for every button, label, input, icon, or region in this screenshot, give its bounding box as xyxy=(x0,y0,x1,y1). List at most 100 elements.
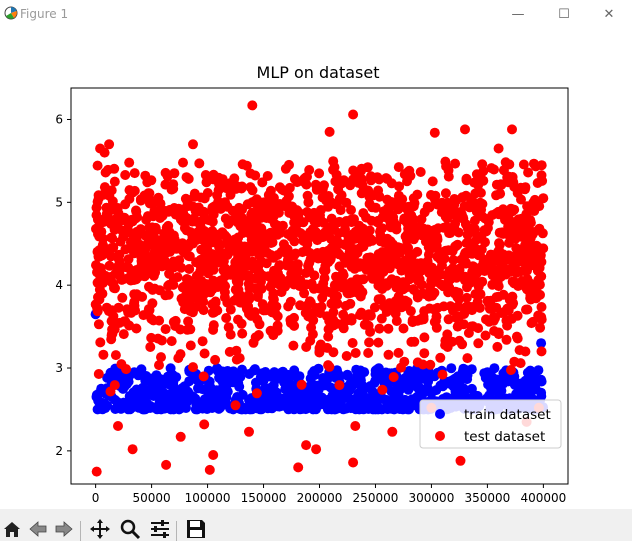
test-point xyxy=(146,313,157,324)
train-point xyxy=(370,365,381,376)
test-point xyxy=(299,235,310,246)
test-point xyxy=(288,340,299,351)
test-point xyxy=(199,212,210,223)
test-point xyxy=(341,351,352,361)
test-point xyxy=(166,184,177,195)
test-point xyxy=(262,202,273,213)
test-point xyxy=(253,260,264,271)
test-point xyxy=(477,211,488,222)
test-point xyxy=(303,197,314,208)
test-point xyxy=(244,283,255,294)
test-point xyxy=(178,246,189,257)
test-point xyxy=(402,176,412,187)
figure-canvas[interactable]: MLP on dataset 0 50000 100000 150000 200000 2… xyxy=(0,28,632,508)
test-point xyxy=(268,269,279,280)
test-point xyxy=(244,426,254,437)
pan-button[interactable] xyxy=(88,517,112,541)
minimize-button[interactable]: — xyxy=(495,0,541,28)
test-point xyxy=(443,165,454,176)
test-point xyxy=(317,292,328,303)
test-point xyxy=(494,209,505,220)
maximize-button[interactable]: ☐ xyxy=(541,0,587,28)
test-point xyxy=(223,322,234,333)
home-icon xyxy=(4,522,20,537)
configure-subplots-button[interactable] xyxy=(148,517,172,541)
legend-marker-test xyxy=(435,431,445,441)
test-point xyxy=(462,353,473,364)
zoom-button[interactable] xyxy=(118,517,142,541)
test-point xyxy=(536,170,547,181)
test-point xyxy=(220,213,231,224)
train-point xyxy=(146,387,157,398)
test-point xyxy=(213,185,224,196)
test-point xyxy=(495,188,506,199)
test-point xyxy=(296,379,307,390)
test-point xyxy=(208,324,219,335)
test-point xyxy=(208,264,219,275)
back-button[interactable] xyxy=(26,517,50,541)
close-button[interactable]: ✕ xyxy=(586,0,632,28)
toolbar-separator xyxy=(176,521,177,541)
test-point xyxy=(516,194,526,205)
save-button[interactable] xyxy=(184,517,208,541)
test-point xyxy=(346,315,357,326)
test-point xyxy=(136,256,147,266)
test-point xyxy=(106,232,117,243)
home-button[interactable] xyxy=(0,517,24,541)
test-point xyxy=(511,331,522,342)
test-point xyxy=(274,260,285,271)
test-point xyxy=(364,337,375,348)
test-point xyxy=(267,278,278,289)
test-point xyxy=(180,214,191,225)
test-point xyxy=(153,333,163,344)
test-point xyxy=(442,329,453,340)
train-point xyxy=(391,391,402,402)
test-point xyxy=(501,334,512,345)
forward-button[interactable] xyxy=(52,517,76,541)
test-point xyxy=(247,100,258,111)
test-point xyxy=(276,246,287,257)
test-point xyxy=(146,175,157,186)
test-point xyxy=(419,332,430,343)
test-point xyxy=(441,221,452,232)
test-point xyxy=(313,253,324,264)
test-point xyxy=(95,277,106,288)
legend-label-test: test dataset xyxy=(464,429,545,445)
test-point xyxy=(265,325,276,336)
test-point xyxy=(521,248,532,259)
train-point xyxy=(197,384,208,395)
test-point xyxy=(282,260,293,271)
test-point xyxy=(424,287,435,298)
test-point xyxy=(503,171,514,182)
test-point xyxy=(478,166,489,177)
test-point xyxy=(409,336,420,347)
test-point xyxy=(507,291,518,302)
test-point xyxy=(486,163,497,174)
train-point xyxy=(482,367,493,378)
train-point xyxy=(396,383,407,394)
test-point xyxy=(145,342,156,352)
train-point xyxy=(179,383,189,393)
minimize-icon: — xyxy=(511,6,525,22)
test-point xyxy=(493,143,504,154)
test-point xyxy=(432,302,443,313)
toolbar-separator xyxy=(80,521,81,541)
test-point xyxy=(314,343,325,353)
test-point xyxy=(117,292,128,303)
test-point xyxy=(204,464,215,475)
test-point xyxy=(402,235,412,246)
test-point xyxy=(368,260,379,271)
test-point xyxy=(305,297,316,308)
test-point xyxy=(185,340,196,351)
train-point xyxy=(342,369,353,380)
train-point xyxy=(327,396,338,407)
test-point xyxy=(348,287,359,297)
test-point xyxy=(346,217,357,228)
test-point xyxy=(162,171,173,182)
test-point xyxy=(148,211,159,222)
test-point xyxy=(184,264,195,274)
test-point xyxy=(440,188,451,199)
test-point xyxy=(523,167,534,178)
test-point xyxy=(304,165,315,175)
test-point xyxy=(390,278,400,289)
